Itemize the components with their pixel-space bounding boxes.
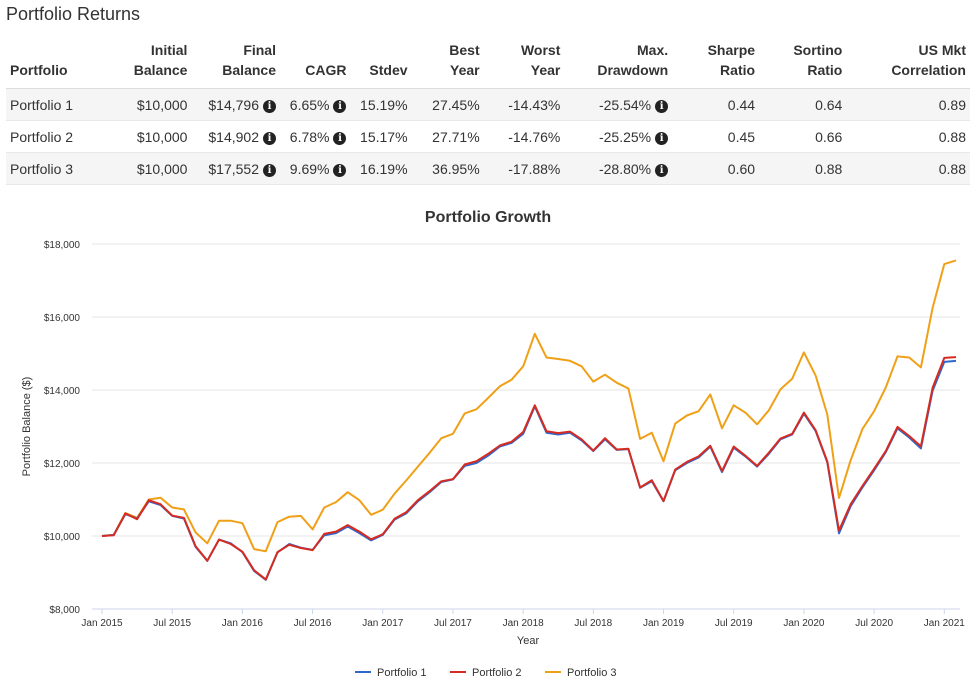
table-cell-sortino: 0.88 [759,152,847,185]
info-circle-icon[interactable]: i [262,131,276,145]
x-tick-label: Jan 2020 [783,618,825,629]
portfolio-growth-chart: Portfolio Growth $8,000 $10,000 $12,000 $14,… [21,209,966,679]
info-circle-icon[interactable]: i [655,99,669,113]
x-axis-title: Year [517,635,540,647]
info-circle-icon[interactable]: i [333,163,347,177]
column-header: Portfolio [6,40,111,89]
x-tick-label: Jan 2021 [924,618,966,629]
info-circle-icon[interactable]: i [333,131,347,145]
table-cell-initial: $10,000 [110,152,192,185]
table-cell-final: $14,902 i [191,120,280,153]
column-header: Sortino Ratio [759,40,847,89]
table-cell-initial: $10,000 [110,120,192,153]
column-header: Max. Drawdown [564,40,673,89]
y-tick-label: $18,000 [44,240,81,251]
table-cell-stdev: 15.19% [350,88,412,121]
info-circle-icon[interactable]: i [655,163,669,177]
table-cell-portfolio: Portfolio 1 [6,88,111,121]
series-line-portfolio-3 [101,259,957,553]
table-cell-sharpe: 0.44 [672,88,760,121]
table-cell-stdev: 15.17% [350,120,412,153]
column-header: Sharpe Ratio [672,40,760,89]
page-title: Portfolio Returns [6,4,141,24]
info-circle-icon[interactable]: i [333,99,347,113]
info-circle-icon[interactable]: i [262,99,276,113]
x-tick-label: Jul 2019 [715,618,753,629]
table-cell-corr: 0.88 [846,120,970,153]
x-tick-label: Jul 2015 [153,618,191,629]
x-tick-label: Jan 2015 [81,618,123,629]
column-header: Worst Year [483,40,565,89]
y-tick-label: $8,000 [49,605,80,616]
table-cell-initial: $10,000 [110,88,192,121]
chart-title: Portfolio Growth [425,209,551,226]
legend-label: Portfolio 3 [567,667,617,679]
table-cell-cagr: 9.69% i [279,152,351,185]
legend-item[interactable]: Portfolio 2 [450,667,522,679]
table-cell-best: 27.45% [411,88,484,121]
portfolio-returns-table: Portfolio Initial Balance Final Balance CAGR… [6,40,970,185]
x-tick-label: Jul 2020 [855,618,893,629]
table-cell-final: $17,552 i [191,152,280,185]
column-header: US Mkt Correlation [846,40,970,89]
legend-item[interactable]: Portfolio 3 [545,667,617,679]
table-cell-drawdown: -25.25% i [564,120,673,153]
table-cell-sortino: 0.66 [759,120,847,153]
table-cell-cagr: 6.78% i [279,120,351,153]
y-tick-label: $12,000 [44,459,81,470]
x-tick-label: Jul 2016 [294,618,332,629]
table-cell-stdev: 16.19% [350,152,412,185]
table-cell-drawdown: -28.80% i [564,152,673,185]
x-tick-label: Jul 2018 [574,618,612,629]
column-header: Initial Balance [110,40,192,89]
legend-item[interactable]: Portfolio 1 [355,667,427,679]
column-header: Final Balance [191,40,280,89]
series-line-portfolio-2 [101,356,957,581]
y-tick-label: $16,000 [44,313,81,324]
info-circle-icon[interactable]: i [655,131,669,145]
table-cell-sharpe: 0.45 [672,120,760,153]
y-tick-label: $14,000 [44,386,81,397]
column-header: Stdev [350,40,412,89]
column-header: Best Year [411,40,484,89]
table-cell-corr: 0.89 [846,88,970,121]
table-cell-portfolio: Portfolio 2 [6,120,111,153]
table-cell-best: 36.95% [411,152,484,185]
table-row: Portfolio 1 $10,000 $14,796 i 6.65% i 15.19% 27… [6,88,970,121]
y-tick-label: $10,000 [44,532,81,543]
table-cell-final: $14,796 i [191,88,280,121]
x-tick-label: Jan 2019 [643,618,685,629]
table-cell-best: 27.71% [411,120,484,153]
table-cell-portfolio: Portfolio 3 [6,152,111,185]
x-tick-label: Jan 2016 [222,618,264,629]
column-header: CAGR [279,40,351,89]
table-cell-cagr: 6.65% i [279,88,351,121]
info-circle-icon[interactable]: i [262,163,276,177]
table-row: Portfolio 3 $10,000 $17,552 i 9.69% i 16.19% 36… [6,152,970,185]
x-tick-label: Jan 2018 [503,618,545,629]
table-cell-drawdown: -25.54% i [564,88,673,121]
table-cell-worst: -14.43% [483,88,565,121]
table-header-row: Portfolio Initial Balance Final Balance CAGR… [6,40,970,89]
y-axis-title: Portfolio Balance ($) [21,377,33,477]
legend-label: Portfolio 1 [377,667,427,679]
table-cell-worst: -17.88% [483,152,565,185]
table-cell-sharpe: 0.60 [672,152,760,185]
table-row: Portfolio 2 $10,000 $14,902 i 6.78% i 15.17% 27… [6,120,970,153]
table-cell-corr: 0.88 [846,152,970,185]
x-tick-label: Jul 2017 [434,618,472,629]
table-cell-sortino: 0.64 [759,88,847,121]
legend-label: Portfolio 2 [472,667,522,679]
x-tick-label: Jan 2017 [362,618,404,629]
table-cell-worst: -14.76% [483,120,565,153]
